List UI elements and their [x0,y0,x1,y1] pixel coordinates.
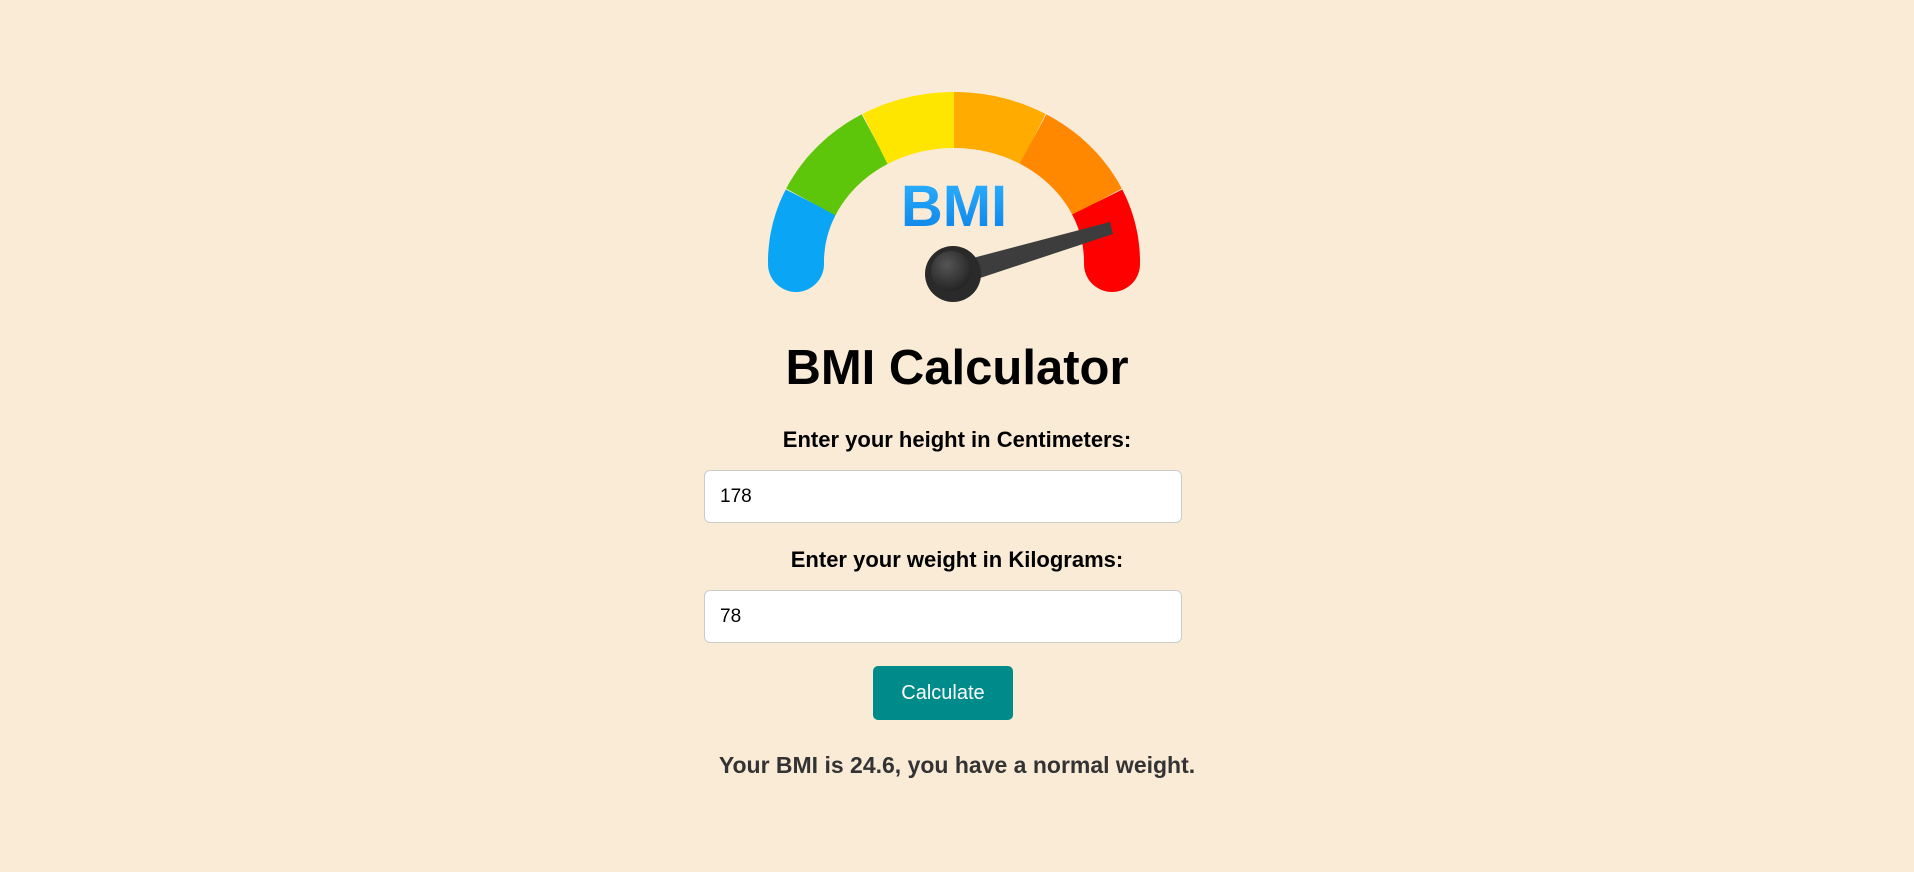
bmi-logo-text: BMI [901,174,1007,239]
calculate-button[interactable]: Calculate [873,666,1013,720]
gauge-end-cap [768,236,824,292]
bmi-gauge-logo: BMI [768,92,1140,302]
weight-input[interactable] [704,590,1182,643]
gauge-needle [950,222,1113,286]
gauge-segment-obese-1 [954,92,1046,165]
gauge-segment-normal [786,114,889,216]
gauge-segment-overweight [862,92,954,165]
gauge-end-cap [1084,236,1140,292]
height-label: Enter your height in Centimeters: [782,427,1132,452]
weight-label: Enter your weight in Kilograms: [790,547,1124,572]
height-input[interactable] [704,470,1182,523]
bmi-result-text: Your BMI is 24.6, you have a normal weig… [718,752,1196,778]
gauge-needle-hub-inner [931,251,971,291]
page-title: BMI Calculator [785,341,1129,395]
gauge-segment-obese-2 [1019,114,1122,216]
